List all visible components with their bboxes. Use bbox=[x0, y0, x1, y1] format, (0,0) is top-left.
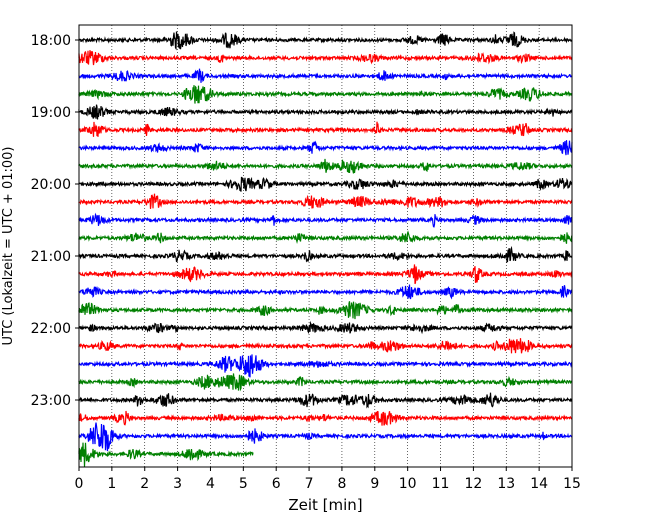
trace-1 bbox=[78, 50, 573, 66]
trace-16 bbox=[78, 320, 573, 335]
x-tick-label-2: 2 bbox=[140, 476, 149, 492]
trace-9 bbox=[78, 193, 573, 209]
trace-18 bbox=[78, 354, 573, 378]
trace-12 bbox=[78, 245, 573, 263]
x-tick-label-0: 0 bbox=[75, 476, 84, 492]
x-tick-label-1: 1 bbox=[107, 476, 116, 492]
trace-11 bbox=[78, 230, 573, 244]
trace-2 bbox=[78, 68, 573, 83]
x-axis-label: Zeit [min] bbox=[288, 496, 362, 514]
trace-22 bbox=[78, 422, 573, 452]
trace-15 bbox=[78, 301, 573, 320]
y-tick-label-3: 21:00 bbox=[31, 249, 71, 265]
trace-10 bbox=[78, 212, 573, 228]
y-tick-label-2: 20:00 bbox=[31, 177, 71, 193]
seismogram-traces bbox=[78, 31, 573, 467]
trace-14 bbox=[78, 284, 573, 300]
plot-background bbox=[79, 25, 572, 467]
x-tick-label-4: 4 bbox=[206, 476, 215, 492]
x-tick-label-8: 8 bbox=[337, 476, 346, 492]
x-tick-label-3: 3 bbox=[173, 476, 182, 492]
x-tick-label-7: 7 bbox=[305, 476, 314, 492]
x-tick-label-11: 11 bbox=[432, 476, 450, 492]
y-axis-label: UTC (Lokalzeit = UTC + 01:00) bbox=[1, 147, 16, 346]
trace-4 bbox=[78, 104, 573, 120]
y-tick-label-1: 19:00 bbox=[31, 105, 71, 121]
trace-17 bbox=[78, 338, 573, 354]
y-tick-label-0: 18:00 bbox=[31, 33, 71, 49]
trace-20 bbox=[78, 392, 573, 409]
trace-13 bbox=[78, 264, 573, 285]
x-tick-label-9: 9 bbox=[370, 476, 379, 492]
x-tick-label-14: 14 bbox=[530, 476, 548, 492]
plot-frame bbox=[78, 24, 573, 468]
trace-8 bbox=[78, 176, 573, 192]
trace-23 bbox=[78, 442, 254, 467]
x-tick-label-15: 15 bbox=[563, 476, 581, 492]
x-tick-label-12: 12 bbox=[464, 476, 482, 492]
trace-7 bbox=[78, 158, 573, 174]
x-axis-ticks: 0 1 2 3 4 5 6 7 8 9 10 11 12 13 14 15 bbox=[75, 467, 581, 492]
x-tick-label-10: 10 bbox=[399, 476, 417, 492]
trace-19 bbox=[78, 373, 573, 392]
trace-21 bbox=[78, 410, 573, 426]
y-tick-label-5: 23:00 bbox=[31, 393, 71, 409]
y-axis-ticks: 18:00 19:00 20:00 21:00 22:00 23:00 bbox=[31, 33, 79, 409]
trace-6 bbox=[78, 140, 573, 156]
x-tick-label-6: 6 bbox=[272, 476, 281, 492]
trace-5 bbox=[78, 121, 573, 137]
y-tick-label-4: 22:00 bbox=[31, 321, 71, 337]
x-tick-label-13: 13 bbox=[497, 476, 515, 492]
trace-3 bbox=[78, 85, 573, 104]
trace-0 bbox=[78, 31, 573, 51]
x-tick-label-5: 5 bbox=[239, 476, 248, 492]
